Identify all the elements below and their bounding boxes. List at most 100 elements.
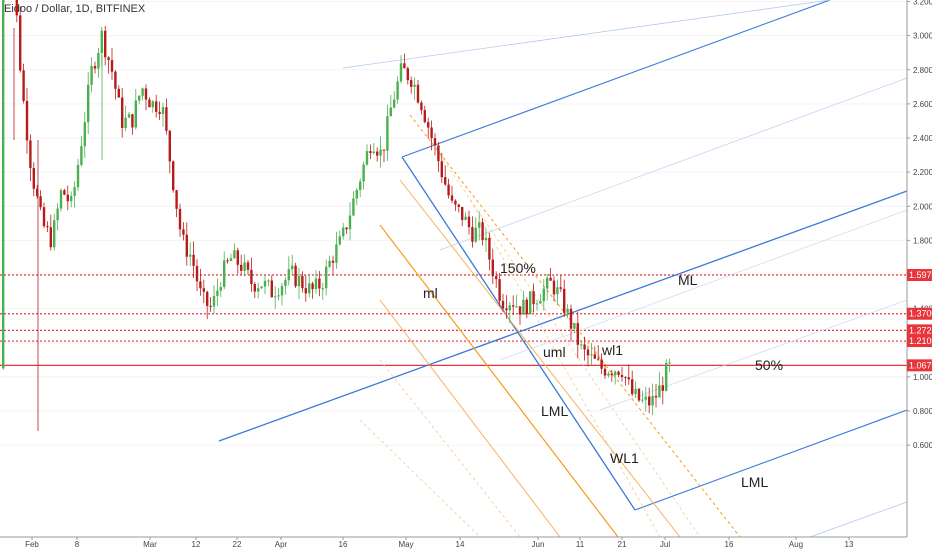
candle-body[interactable] (107, 57, 110, 61)
candle-body[interactable] (325, 266, 328, 289)
candle-body[interactable] (124, 117, 127, 129)
candle-body[interactable] (495, 276, 498, 280)
candle-body[interactable] (114, 71, 117, 89)
candle-body[interactable] (416, 84, 420, 103)
pitchfork-line[interactable] (499, 209, 908, 361)
candle-body[interactable] (515, 306, 518, 308)
candle-body[interactable] (345, 227, 348, 230)
candle-body[interactable] (314, 278, 318, 290)
candle-body[interactable] (29, 140, 32, 168)
candle-body[interactable] (175, 190, 178, 209)
candle-body[interactable] (386, 116, 389, 151)
candle-body[interactable] (104, 30, 107, 58)
candle-body[interactable] (168, 130, 171, 162)
candle-body[interactable] (165, 107, 168, 131)
candle-body[interactable] (121, 97, 124, 129)
candle-body[interactable] (437, 145, 440, 162)
candle-body[interactable] (648, 396, 651, 406)
candle-body[interactable] (382, 149, 386, 151)
candle-body[interactable] (491, 259, 494, 277)
candle-body[interactable] (501, 300, 505, 309)
candle-body[interactable] (76, 164, 80, 188)
candle-body[interactable] (36, 188, 39, 197)
candle-body[interactable] (413, 84, 416, 87)
candle-body[interactable] (488, 237, 491, 260)
candle-body[interactable] (461, 206, 464, 220)
candle-body[interactable] (651, 395, 654, 406)
candle-body[interactable] (49, 227, 52, 248)
candle-body[interactable] (539, 301, 542, 304)
candle-body[interactable] (141, 88, 144, 96)
candle-body[interactable] (610, 373, 613, 376)
fork-fan-line[interactable] (379, 299, 561, 538)
candle-body[interactable] (53, 220, 56, 248)
candle-body[interactable] (253, 284, 256, 292)
candle-body[interactable] (396, 81, 399, 100)
candle-body[interactable] (246, 262, 250, 270)
candle-body[interactable] (498, 279, 501, 301)
candle-body[interactable] (209, 305, 212, 307)
candle-body[interactable] (607, 373, 610, 376)
candle-body[interactable] (131, 114, 134, 128)
candle-body[interactable] (362, 164, 365, 182)
fork-fan-line[interactable] (469, 199, 661, 538)
pitchfork-line[interactable] (342, 0, 831, 69)
candle-body[interactable] (454, 200, 457, 205)
candle-body[interactable] (127, 114, 131, 118)
candle-body[interactable] (63, 190, 66, 195)
candle-body[interactable] (447, 184, 450, 196)
candle-body[interactable] (348, 215, 352, 230)
pitchfork-line[interactable] (809, 501, 908, 538)
candle-body[interactable] (512, 305, 515, 307)
candle-body[interactable] (457, 204, 460, 207)
candle-body[interactable] (192, 254, 195, 266)
candle-body[interactable] (637, 388, 641, 401)
fork-fan-line[interactable] (379, 359, 521, 538)
candle-body[interactable] (229, 258, 233, 261)
candle-body[interactable] (158, 111, 161, 114)
candle-body[interactable] (603, 368, 607, 376)
candle-body[interactable] (46, 226, 49, 228)
candle-body[interactable] (59, 190, 63, 209)
candle-body[interactable] (365, 151, 369, 165)
candle-body[interactable] (73, 187, 76, 196)
candle-body[interactable] (556, 287, 559, 295)
candle-body[interactable] (178, 208, 182, 230)
candle-body[interactable] (403, 63, 406, 69)
candle-body[interactable] (423, 110, 426, 123)
candle-body[interactable] (70, 195, 73, 202)
candle-body[interactable] (654, 395, 658, 398)
candle-body[interactable] (22, 70, 25, 101)
candle-body[interactable] (301, 276, 304, 289)
candle-body[interactable] (233, 250, 236, 259)
pitchfork-line[interactable] (218, 190, 908, 442)
candle-body[interactable] (552, 280, 556, 295)
candle-body[interactable] (56, 208, 59, 221)
candle-body[interactable] (549, 277, 552, 281)
candle-body[interactable] (257, 288, 260, 292)
candle-body[interactable] (522, 299, 525, 315)
candle-body[interactable] (185, 234, 188, 257)
candle-body[interactable] (440, 161, 443, 178)
candle-body[interactable] (243, 262, 246, 271)
candle-body[interactable] (467, 216, 471, 228)
candle-body[interactable] (42, 207, 46, 227)
pitchfork-line[interactable] (439, 77, 908, 251)
candle-body[interactable] (583, 344, 586, 350)
candle-body[interactable] (223, 260, 226, 288)
candle-body[interactable] (559, 287, 562, 289)
candle-body[interactable] (148, 99, 151, 108)
candle-body[interactable] (93, 66, 97, 69)
candle-body[interactable] (525, 299, 528, 315)
candle-body[interactable] (161, 107, 165, 114)
candle-body[interactable] (83, 122, 86, 147)
candle-body[interactable] (464, 216, 467, 220)
candle-body[interactable] (304, 288, 307, 294)
candle-body[interactable] (39, 196, 42, 208)
candle-body[interactable] (668, 362, 671, 364)
candle-body[interactable] (359, 181, 362, 190)
candle-body[interactable] (66, 194, 69, 202)
candle-body[interactable] (32, 167, 35, 189)
pitchfork-line[interactable] (401, 156, 636, 511)
